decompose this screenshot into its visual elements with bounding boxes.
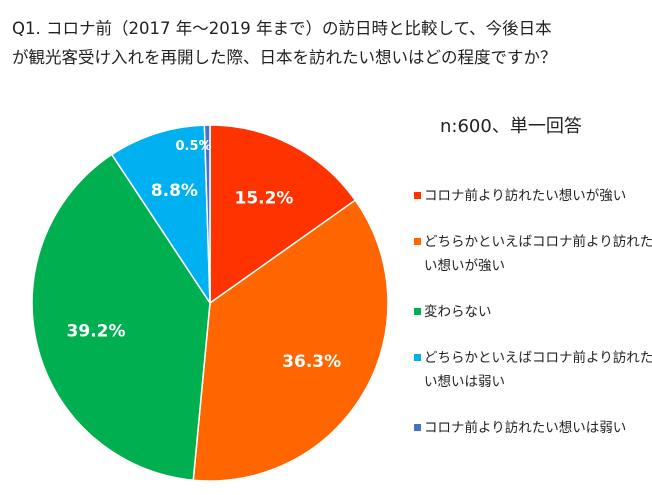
legend-label: どちらかといえばコロナ前より訪れたい想いは弱い <box>424 350 652 390</box>
legend-swatch <box>414 424 421 431</box>
legend-swatch <box>414 354 421 361</box>
chart-title: Q1. コロナ前（2017 年～2019 年まで）の訪日時と比較して、今後日本 … <box>12 14 557 72</box>
legend-swatch <box>414 308 421 315</box>
data-label: 39.2% <box>67 322 126 342</box>
legend-label: どちらかといえばコロナ前より訪れたい想いが強い <box>424 234 652 274</box>
legend-item: 変わらない <box>414 300 652 324</box>
chart-subtitle: n:600、単一回答 <box>440 116 582 137</box>
pie-slice <box>203 124 211 304</box>
pie-slice <box>110 124 211 306</box>
legend-item: どちらかといえばコロナ前より訪れたい想いは弱い <box>414 346 652 394</box>
data-label: 0.5% <box>176 139 212 154</box>
legend-swatch <box>414 192 421 199</box>
legend-item: どちらかといえばコロナ前より訪れたい想いが強い <box>414 230 652 278</box>
title-line: が観光客受け入れを再開した際、日本を訪れたい想いはどの程度ですか？ <box>12 48 557 67</box>
legend-swatch <box>414 238 421 245</box>
pie-slice <box>192 199 389 482</box>
data-label: 15.2% <box>234 189 293 209</box>
data-label: 36.3% <box>282 352 341 372</box>
title-line: Q1. コロナ前（2017 年～2019 年まで）の訪日時と比較して、今後日本 <box>12 19 552 38</box>
legend-label: コロナ前より訪れたい想いは弱い <box>424 420 627 436</box>
legend-item: コロナ前より訪れたい想いは弱い <box>414 416 652 440</box>
legend-label: 変わらない <box>424 304 492 320</box>
legend-item: コロナ前より訪れたい想いが強い <box>414 184 652 208</box>
legend-label: コロナ前より訪れたい想いが強い <box>424 188 627 204</box>
legend: コロナ前より訪れたい想いが強いどちらかといえばコロナ前より訪れたい想いが強い変わ… <box>414 184 652 462</box>
data-label: 8.8% <box>151 181 198 201</box>
pie-slice <box>209 124 357 305</box>
